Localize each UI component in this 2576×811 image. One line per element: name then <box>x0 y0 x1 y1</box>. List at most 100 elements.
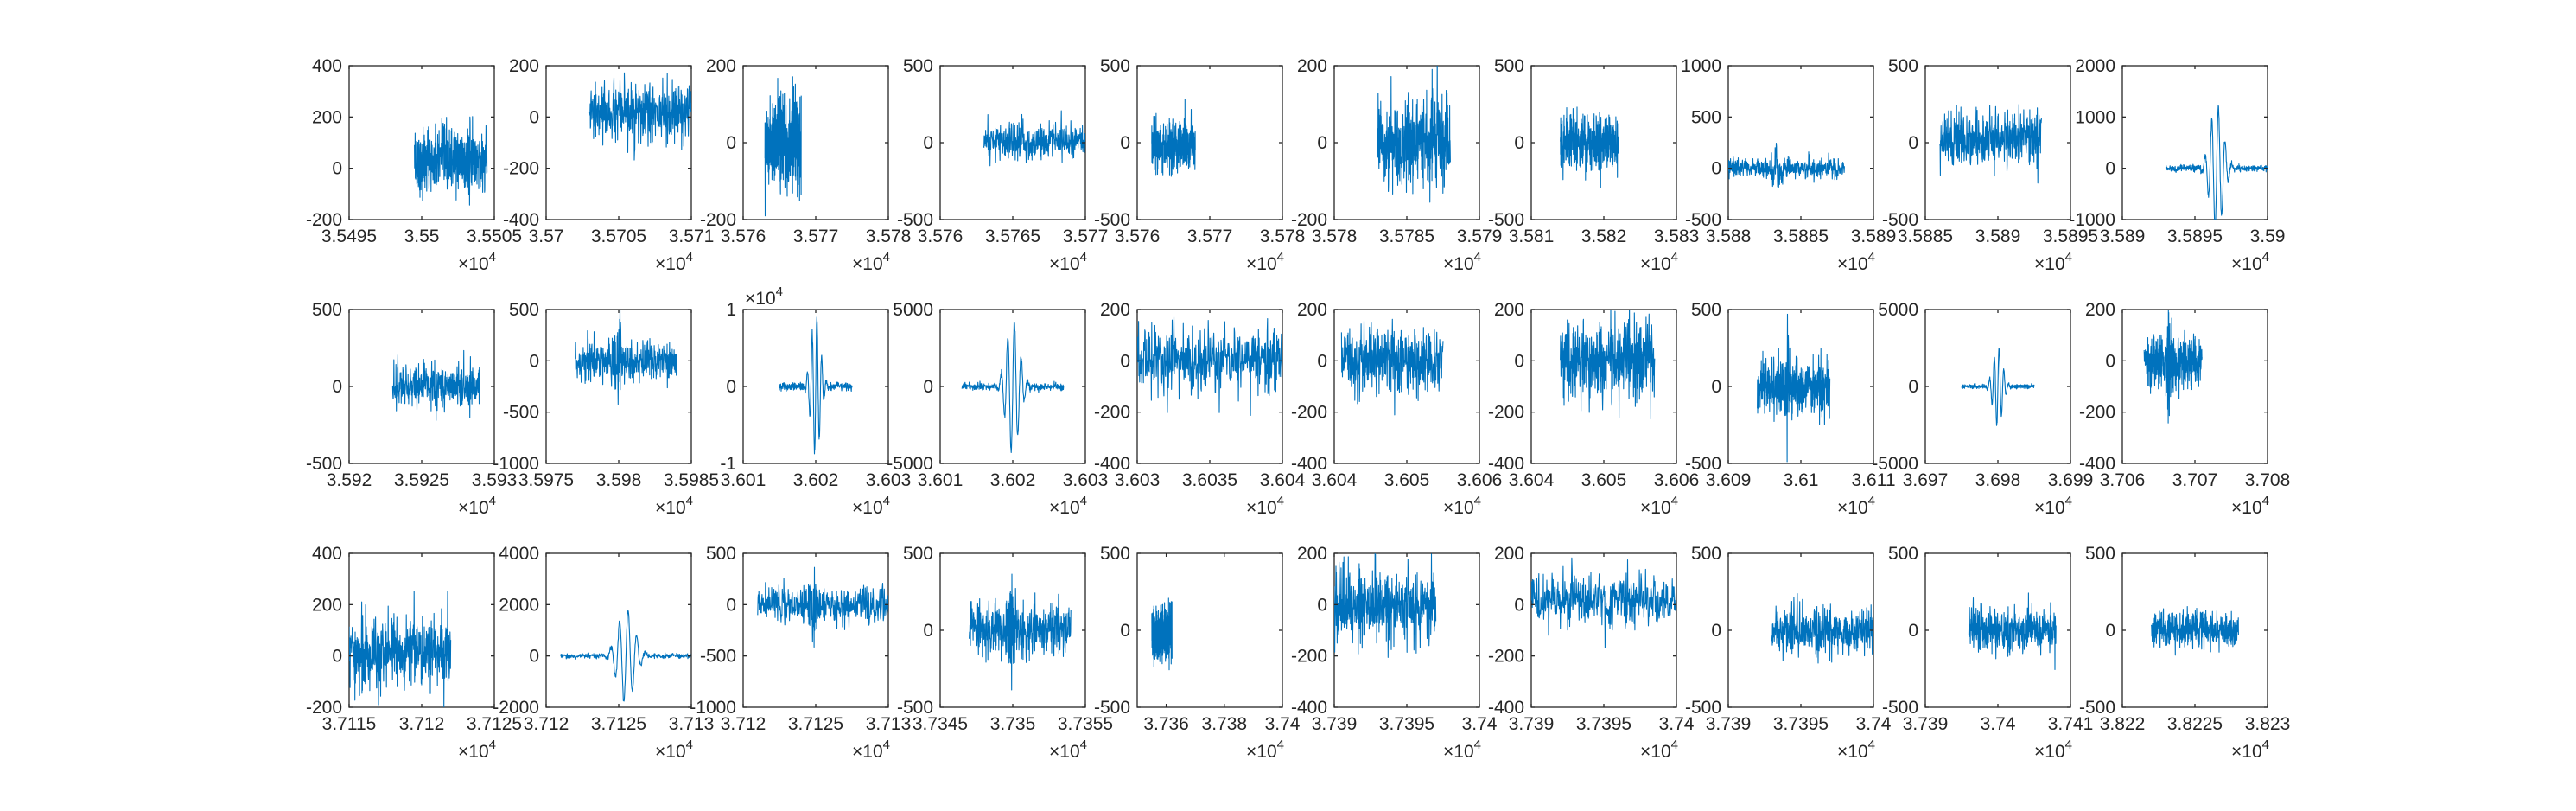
x-tick-label: 3.8225 <box>2167 714 2223 734</box>
x-tick-label: 3.602 <box>990 470 1036 490</box>
signal-trace <box>560 610 691 702</box>
x-exponent-label: ×104 <box>1049 738 1087 762</box>
x-tick-label: 3.609 <box>1706 470 1752 490</box>
y-tick-label: -200 <box>306 698 342 718</box>
subplot-5: 3.576 3.577 3.578 -500 0 500 ×104 <box>1094 56 1305 274</box>
x-tick-label: 3.578 <box>866 227 912 246</box>
y-tick-label: 0 <box>1711 621 1721 641</box>
y-tick-label: 500 <box>1691 107 1721 127</box>
y-tick-label: 0 <box>529 351 539 371</box>
y-tick-label: -200 <box>1094 403 1130 423</box>
subplot-11: 3.592 3.5925 3.593 -500 0 500 ×104 <box>306 300 517 518</box>
y-tick-label: 400 <box>312 56 342 76</box>
x-tick-label: 3.581 <box>1509 227 1555 246</box>
y-tick-label: 1000 <box>1681 56 1721 76</box>
x-tick-label: 3.708 <box>2245 470 2291 490</box>
signal-trace <box>1961 348 2035 426</box>
signal-trace <box>1968 592 2057 671</box>
x-tick-label: 3.74 <box>1856 714 1892 734</box>
signal-trace <box>2165 105 2268 220</box>
signal-trace <box>588 72 691 161</box>
x-tick-label: 3.7355 <box>1058 714 1113 734</box>
y-tick-label: -400 <box>2079 454 2115 474</box>
x-tick-label: 3.741 <box>2048 714 2094 734</box>
y-tick-label: 0 <box>332 159 342 179</box>
x-tick-label: 3.604 <box>1509 470 1555 490</box>
x-tick-label: 3.577 <box>1187 227 1233 246</box>
subplot-1: 3.5495 3.55 3.5505 -200 0 200 400 ×104 <box>306 56 522 274</box>
x-exponent-label: ×104 <box>458 738 496 762</box>
y-tick-label: -5000 <box>1872 454 1918 474</box>
y-tick-label: -1000 <box>690 698 736 718</box>
y-tick-label: -200 <box>306 210 342 230</box>
y-tick-label: 500 <box>1494 56 1524 76</box>
y-tick-label: -500 <box>1882 698 1918 718</box>
x-exponent-label: ×104 <box>852 494 890 518</box>
x-tick-label: 3.706 <box>2100 470 2146 490</box>
y-tick-label: 0 <box>1908 621 1918 641</box>
x-tick-label: 3.603 <box>866 470 912 490</box>
x-tick-label: 3.571 <box>669 227 715 246</box>
x-tick-label: 3.604 <box>1312 470 1358 490</box>
axes-box <box>2121 309 2268 464</box>
x-tick-label: 3.582 <box>1581 227 1627 246</box>
y-tick-label: 1 <box>726 300 736 320</box>
y-tick-label: 0 <box>1908 377 1918 397</box>
x-tick-label: 3.5985 <box>664 470 719 490</box>
x-exponent-label: ×104 <box>655 494 693 518</box>
subplot-2: 3.57 3.5705 3.571 -400 -200 0 200 ×104 <box>503 56 714 274</box>
x-exponent-label: ×104 <box>1837 250 1875 274</box>
axes-box <box>545 65 692 220</box>
y-tick-label: 200 <box>312 595 342 615</box>
signal-trace <box>2151 606 2239 656</box>
signal-trace <box>349 591 452 707</box>
signal-trace <box>391 349 480 421</box>
y-tick-label: 5000 <box>1878 300 1918 320</box>
x-exponent-label: ×104 <box>655 250 693 274</box>
y-tick-label: 0 <box>1120 133 1130 153</box>
y-tick-label: 1000 <box>2075 107 2115 127</box>
x-tick-label: 3.593 <box>472 470 518 490</box>
x-exponent-label: ×104 <box>1837 738 1875 762</box>
x-tick-label: 3.713 <box>866 714 912 734</box>
subplot-20: 3.706 3.707 3.708 -400 -200 0 200 ×104 <box>2079 300 2290 518</box>
x-tick-label: 3.7395 <box>1576 714 1631 734</box>
y-exponent-label: ×104 <box>745 284 783 309</box>
x-tick-label: 3.577 <box>793 227 839 246</box>
x-tick-label: 3.589 <box>1975 227 2021 246</box>
signal-trace <box>764 76 802 217</box>
x-tick-label: 3.7125 <box>467 714 522 734</box>
y-tick-label: -500 <box>1685 210 1721 230</box>
x-tick-label: 3.735 <box>990 714 1036 734</box>
y-tick-label: -1000 <box>2069 210 2115 230</box>
axes-box <box>1727 65 1874 220</box>
y-tick-label: 500 <box>2085 544 2115 564</box>
y-tick-label: 0 <box>1317 351 1327 371</box>
y-tick-label: -400 <box>1488 698 1524 718</box>
y-tick-label: -500 <box>503 403 539 423</box>
signal-trace <box>1531 557 1676 648</box>
x-tick-label: 3.578 <box>1312 227 1358 246</box>
x-tick-label: 3.74 <box>1659 714 1695 734</box>
y-tick-label: -200 <box>1488 403 1524 423</box>
x-tick-label: 3.5785 <box>1379 227 1434 246</box>
y-tick-label: 0 <box>1514 351 1524 371</box>
y-tick-label: -500 <box>1685 454 1721 474</box>
x-tick-label: 3.57 <box>529 227 564 246</box>
y-tick-label: 0 <box>332 377 342 397</box>
x-tick-label: 3.604 <box>1260 470 1306 490</box>
y-tick-label: 0 <box>923 621 933 641</box>
x-tick-label: 3.605 <box>1581 470 1627 490</box>
x-tick-label: 3.736 <box>1143 714 1189 734</box>
y-tick-label: 200 <box>509 56 539 76</box>
x-tick-label: 3.603 <box>1063 470 1109 490</box>
x-tick-label: 3.5895 <box>2167 227 2223 246</box>
subplot-3: 3.576 3.577 3.578 -200 0 200 ×104 <box>700 56 911 274</box>
y-tick-label: 500 <box>509 300 539 320</box>
x-tick-label: 3.5765 <box>985 227 1040 246</box>
y-tick-label: 500 <box>706 544 736 564</box>
y-tick-label: 0 <box>529 107 539 127</box>
y-tick-label: 200 <box>1297 544 1327 564</box>
